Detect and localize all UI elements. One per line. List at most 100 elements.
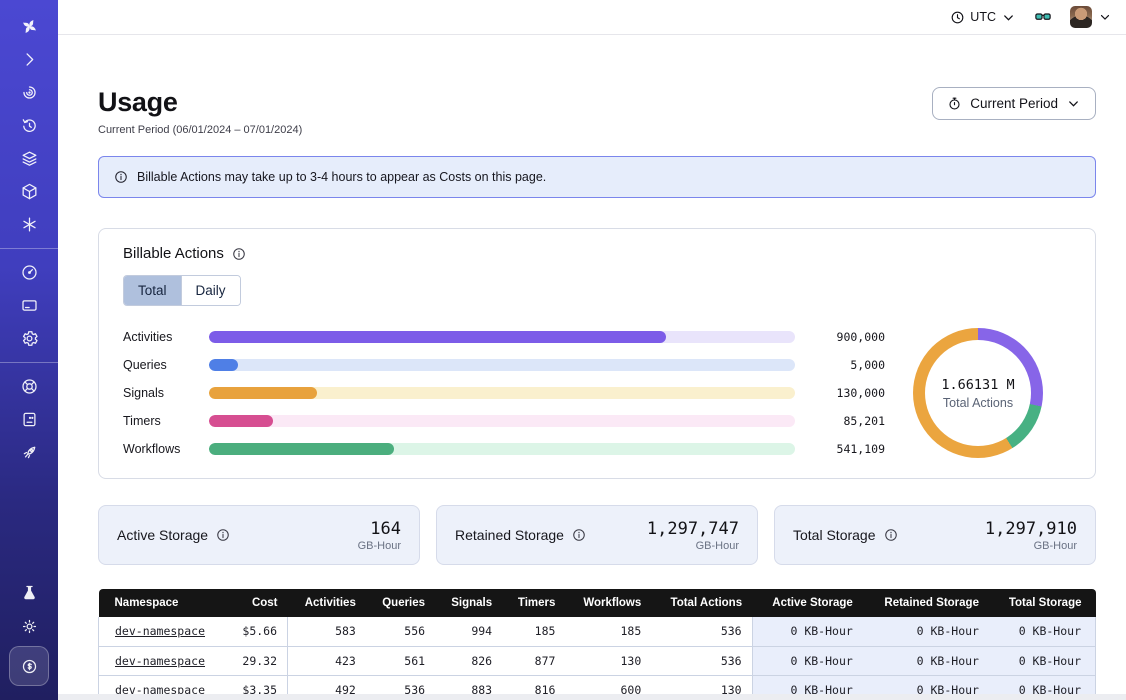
bar-row-signals: Signals130,000 — [123, 386, 885, 400]
table-cell: 185 — [502, 617, 565, 646]
temporal-logo-icon — [20, 17, 39, 36]
info-icon[interactable] — [884, 528, 898, 542]
total-actions-label: Total Actions — [943, 396, 1013, 410]
rocket-icon — [20, 443, 39, 462]
storage-summary-row: Active Storage164GB-Hour Retained Storage… — [98, 505, 1096, 565]
bar-fill — [209, 387, 317, 399]
sidebar-item-deployments[interactable] — [0, 142, 58, 175]
column-header-workflows: Workflows — [565, 589, 651, 617]
bar-track — [209, 443, 795, 455]
bar-label: Queries — [123, 358, 195, 372]
storage-card-label: Total Storage — [793, 527, 876, 543]
storage-card-unit: GB-Hour — [985, 540, 1077, 552]
table-cell: 556 — [366, 617, 435, 646]
bar-label: Timers — [123, 414, 195, 428]
sidebar-item-nexus[interactable] — [0, 208, 58, 241]
info-icon[interactable] — [232, 247, 246, 261]
column-header-timers: Timers — [502, 589, 565, 617]
account-menu[interactable] — [1070, 6, 1112, 28]
horizontal-scrollbar-track[interactable] — [58, 694, 1126, 700]
bar-row-workflows: Workflows541,109 — [123, 442, 885, 456]
namespace-link[interactable]: dev-namespace — [115, 624, 205, 638]
bar-fill — [209, 443, 394, 455]
gear-icon — [20, 329, 39, 348]
bar-fill — [209, 415, 273, 427]
bar-value: 5,000 — [809, 358, 885, 372]
column-header-total-actions: Total Actions — [651, 589, 752, 617]
bar-row-timers: Timers85,201 — [123, 414, 885, 428]
current-period-subtitle: Current Period (06/01/2024 – 07/01/2024) — [98, 124, 302, 136]
tab-daily[interactable]: Daily — [181, 276, 240, 305]
table-cell: 0 KB-Hour — [863, 617, 989, 646]
storage-card-label: Active Storage — [117, 527, 208, 543]
asterisk-icon — [20, 215, 39, 234]
column-header-namespace: Namespace — [99, 589, 227, 617]
sidebar-item-usage[interactable] — [0, 256, 58, 289]
sidebar-item-support[interactable] — [0, 370, 58, 403]
sidebar-item-settings[interactable] — [0, 322, 58, 355]
period-selector-button[interactable]: Current Period — [932, 87, 1096, 120]
sidebar-item-billing[interactable] — [0, 289, 58, 322]
sidebar-item-workers[interactable] — [0, 175, 58, 208]
clock-icon — [950, 10, 965, 25]
chevron-down-icon — [1001, 10, 1016, 25]
table-cell: 29.32 — [227, 646, 288, 675]
donut-ring: 1.66131 M Total Actions — [913, 328, 1043, 458]
table-cell: 826 — [435, 646, 502, 675]
sidebar-divider — [0, 362, 58, 363]
column-header-cost: Cost — [227, 589, 288, 617]
bar-label: Activities — [123, 330, 195, 344]
storage-card-unit: GB-Hour — [647, 540, 739, 552]
table-cell: 994 — [435, 617, 502, 646]
namespace-link[interactable]: dev-namespace — [115, 654, 205, 668]
column-header-activities: Activities — [288, 589, 366, 617]
sidebar-item-docs[interactable] — [0, 403, 58, 436]
tab-total[interactable]: Total — [124, 276, 181, 305]
info-icon[interactable] — [114, 170, 128, 184]
namespace-cell: dev-namespace — [99, 617, 227, 646]
sidebar-item-usage-costs[interactable] — [9, 646, 49, 686]
table-row: dev-namespace29.324235618268771305360 KB… — [99, 646, 1096, 675]
storage-card-total-storage: Total Storage1,297,910GB-Hour — [774, 505, 1096, 565]
namespaces-spiral-icon — [20, 83, 39, 102]
sidebar-item-logo[interactable] — [0, 10, 58, 43]
table-cell: 877 — [502, 646, 565, 675]
sidebar-item-expand-sidebar[interactable] — [0, 43, 58, 76]
sidebar-item-theme-toggle[interactable] — [0, 610, 58, 643]
table-cell: 0 KB-Hour — [989, 646, 1096, 675]
sidebar-item-schedules[interactable] — [0, 109, 58, 142]
billable-actions-card: Billable Actions Total Daily Activities9… — [98, 228, 1096, 479]
storage-card-label: Retained Storage — [455, 527, 564, 543]
info-banner-text: Billable Actions may take up to 3-4 hour… — [137, 170, 546, 184]
storage-card-active-storage: Active Storage164GB-Hour — [98, 505, 420, 565]
sidebar-item-namespaces[interactable] — [0, 76, 58, 109]
column-header-queries: Queries — [366, 589, 435, 617]
sidebar-item-getting-started[interactable] — [0, 436, 58, 469]
column-header-retained-storage: Retained Storage — [863, 589, 989, 617]
flask-icon — [20, 584, 39, 603]
sidebar-item-labs[interactable] — [0, 577, 58, 610]
table-cell: 185 — [565, 617, 651, 646]
history-clock-icon — [20, 116, 39, 135]
cube-icon — [20, 182, 39, 201]
storage-card-retained-storage: Retained Storage1,297,747GB-Hour — [436, 505, 758, 565]
chevron-down-icon — [1066, 96, 1081, 111]
layers-icon — [20, 149, 39, 168]
docs-book-icon — [20, 410, 39, 429]
table-cell: 0 KB-Hour — [752, 646, 863, 675]
user-avatar — [1070, 6, 1092, 28]
billable-actions-tabs: Total Daily — [123, 275, 241, 306]
table-cell: 0 KB-Hour — [752, 617, 863, 646]
bar-label: Signals — [123, 386, 195, 400]
glasses-button[interactable] — [1032, 8, 1054, 26]
chevron-right-icon — [20, 50, 39, 69]
gauge-icon — [20, 263, 39, 282]
timezone-selector[interactable]: UTC — [950, 10, 1016, 25]
info-icon[interactable] — [216, 528, 230, 542]
table-cell: 130 — [565, 646, 651, 675]
column-header-active-storage: Active Storage — [752, 589, 863, 617]
info-icon[interactable] — [572, 528, 586, 542]
bar-label: Workflows — [123, 442, 195, 456]
bar-track — [209, 415, 795, 427]
bar-track — [209, 387, 795, 399]
